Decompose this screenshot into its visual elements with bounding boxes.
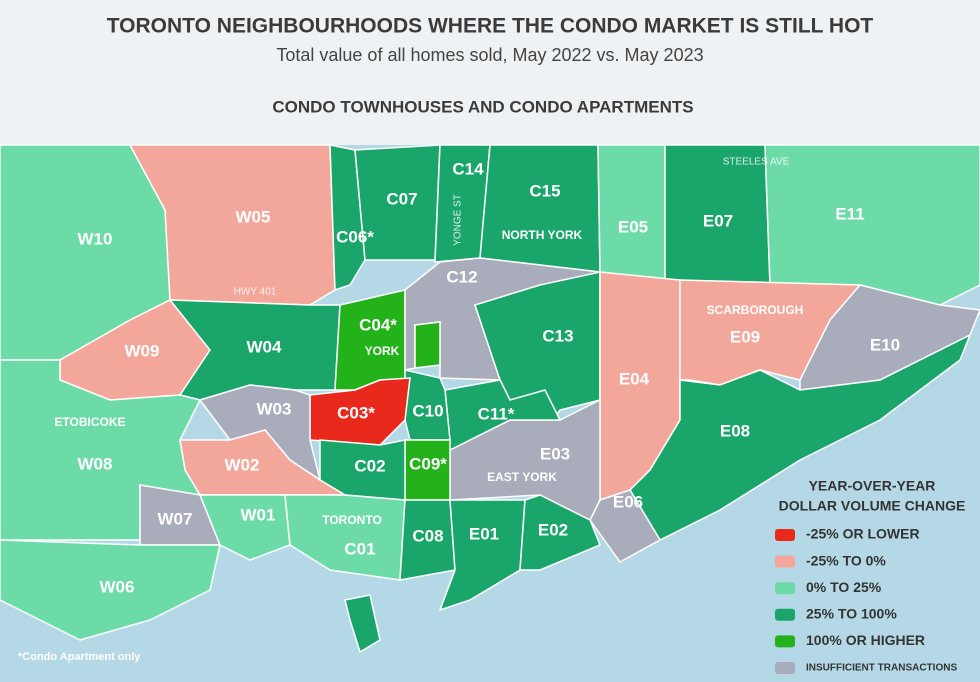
legend-title: DOLLAR VOLUME CHANGE	[779, 498, 966, 514]
section-heading: CONDO TOWNHOUSES AND CONDO APARTMENTS	[272, 97, 693, 116]
title: TORONTO NEIGHBOURHOODS WHERE THE CONDO M…	[107, 15, 874, 38]
road-label: YONGE ST	[453, 194, 464, 246]
legend-swatch	[775, 582, 795, 595]
region-label: C02	[354, 456, 385, 475]
legend-title: YEAR-OVER-YEAR	[809, 478, 936, 494]
area-label: SCARBOROUGH	[707, 303, 804, 317]
footnote: *Condo Apartment only	[18, 651, 141, 663]
region	[597, 144, 666, 281]
region-label: C08	[412, 526, 443, 545]
region	[629, 333, 972, 541]
region-label: W02	[225, 455, 260, 474]
legend-swatch	[775, 608, 795, 621]
legend-swatch	[775, 555, 795, 568]
region-label: C06*	[336, 227, 374, 246]
region-label: E08	[720, 421, 750, 440]
legend-label: -25% OR LOWER	[806, 526, 920, 542]
area-label: NORTH YORK	[502, 228, 583, 242]
region-label: E01	[469, 524, 499, 543]
legend-label: 100% OR HIGHER	[806, 632, 925, 648]
region-label: C15	[529, 181, 560, 200]
region-label: C12	[446, 267, 477, 286]
region	[764, 144, 980, 306]
region-label: E09	[730, 327, 760, 346]
header-bg	[0, 0, 980, 145]
area-label: YORK	[365, 344, 400, 358]
subtitle: Total value of all homes sold, May 2022 …	[276, 45, 703, 65]
region-label: C07	[386, 189, 417, 208]
region-label: E05	[618, 217, 648, 236]
region-label: E11	[835, 204, 864, 223]
region-label: E04	[619, 369, 650, 388]
region-label: E03	[540, 444, 570, 463]
area-label: ETOBICOKE	[54, 415, 125, 429]
legend-swatch	[775, 662, 795, 674]
region-label: W04	[247, 337, 283, 356]
region-label: E10	[870, 335, 900, 354]
region	[519, 494, 601, 571]
road-label: STEELES AVE	[723, 157, 790, 168]
area-label: EAST YORK	[487, 470, 557, 484]
region-label: C14	[452, 159, 484, 178]
region-label: W03	[257, 399, 292, 418]
region	[198, 494, 291, 561]
area-label: TORONTO	[322, 513, 382, 527]
region-label: E02	[538, 520, 568, 539]
region-label: C11*	[478, 404, 515, 423]
legend-swatch	[775, 529, 795, 541]
legend-label: 25% TO 100%	[806, 606, 897, 622]
region-label: C13	[542, 326, 573, 345]
legend-label: INSUFFICIENT TRANSACTIONS	[806, 663, 957, 674]
region	[329, 144, 366, 292]
region-label: E06	[613, 492, 643, 511]
region-label: C01	[344, 539, 375, 558]
legend-label: 0% TO 25%	[806, 579, 882, 595]
region-label: W06	[100, 577, 135, 596]
region-label: C09*	[409, 454, 447, 473]
region-label: W08	[78, 454, 113, 473]
region-label: C04*	[359, 315, 397, 334]
islands	[344, 594, 381, 654]
region	[334, 289, 406, 391]
road-label: HWY 401	[234, 287, 277, 298]
region-label: C03*	[337, 403, 375, 422]
region	[0, 539, 221, 641]
region-label: W10	[78, 229, 113, 248]
region	[404, 369, 451, 441]
region-label: W05	[236, 207, 271, 226]
region-part	[414, 321, 441, 369]
legend-swatch	[775, 635, 795, 648]
region-label: E07	[703, 211, 733, 230]
legend-label: -25% TO 0%	[806, 552, 886, 568]
region-label: W09	[125, 341, 160, 360]
region-label: W07	[158, 509, 193, 528]
region	[479, 144, 601, 273]
region-label: W01	[241, 505, 276, 524]
region-label: C10	[412, 401, 443, 420]
